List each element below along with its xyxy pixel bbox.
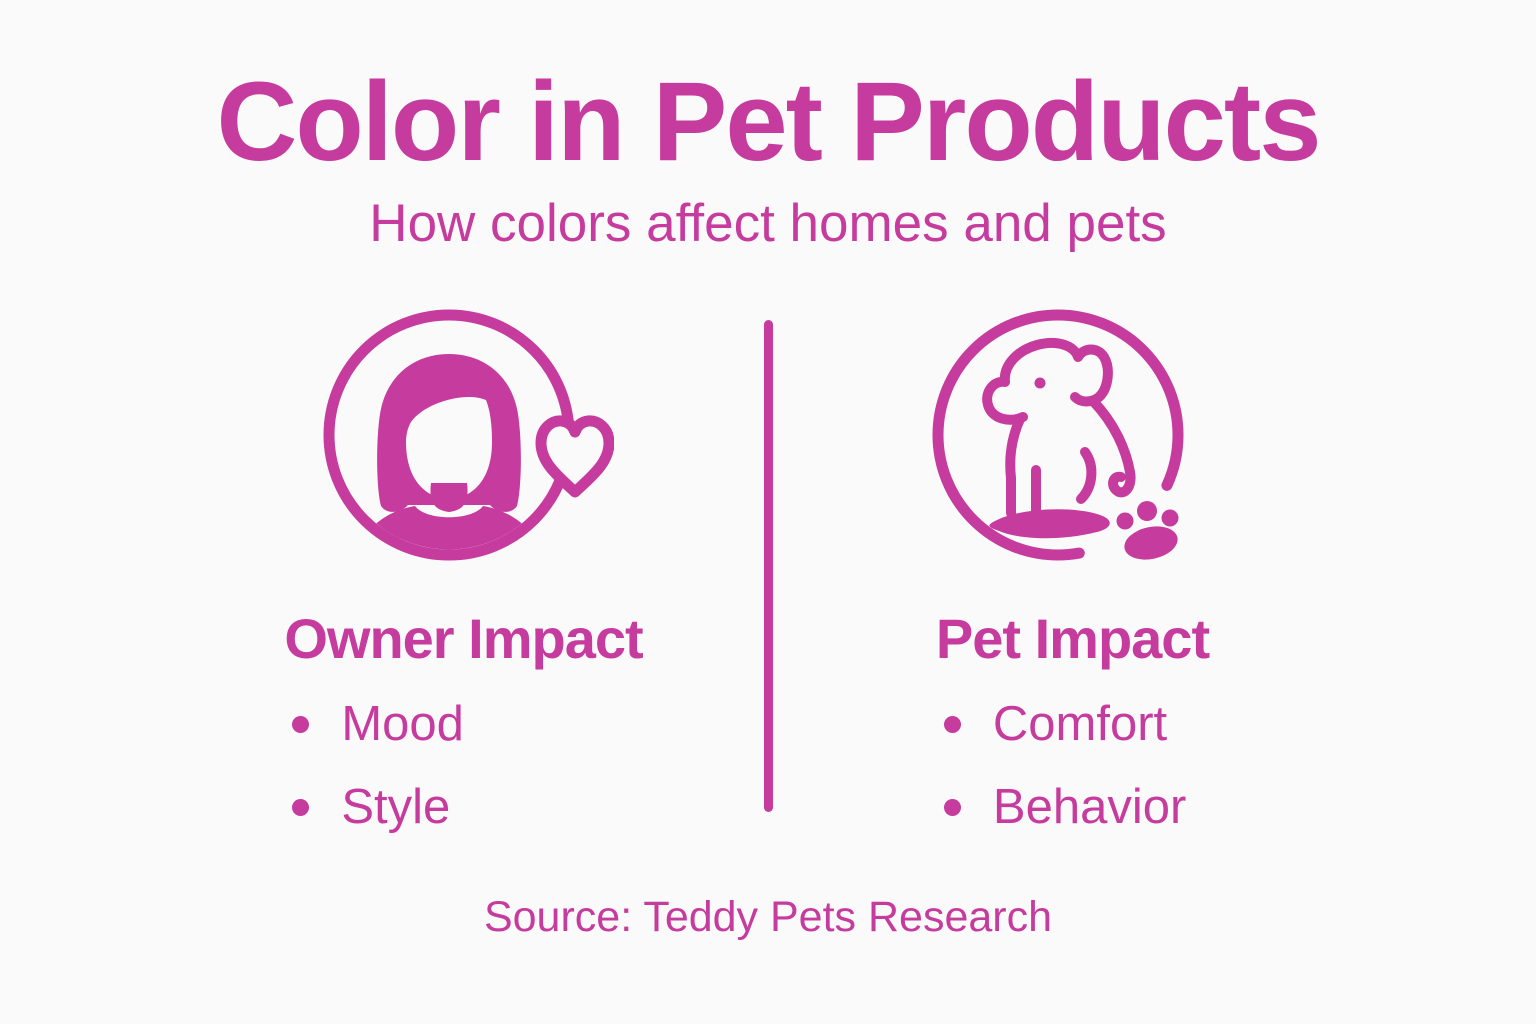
owner-bullet-list: Mood Style xyxy=(284,695,642,837)
vertical-divider xyxy=(763,319,773,812)
owner-icon-wrap xyxy=(164,300,764,570)
pet-impact-heading: Pet Impact xyxy=(935,606,1210,670)
page-subtitle: How colors affect homes and pets xyxy=(369,193,1167,253)
list-item: Mood xyxy=(292,695,642,754)
page-title: Color in Pet Products xyxy=(216,59,1322,184)
content-columns: Owner Impact Mood Style xyxy=(0,300,1536,837)
list-item: Behavior xyxy=(944,778,1209,837)
pet-circle-outline xyxy=(932,309,1183,561)
owner-text-block: Owner Impact Mood Style xyxy=(284,606,643,837)
owner-impact-heading: Owner Impact xyxy=(284,606,643,670)
list-item: Style xyxy=(292,778,642,837)
ground-shape xyxy=(988,509,1110,539)
paw-print-icon xyxy=(1116,500,1178,560)
dog-icon xyxy=(981,337,1136,518)
heart-icon xyxy=(535,415,614,498)
woman-with-heart-icon xyxy=(323,309,614,561)
list-item: Comfort xyxy=(944,695,1209,754)
dog-with-paw-icon xyxy=(932,309,1183,561)
pet-icon-wrap xyxy=(773,300,1373,570)
pet-column: Pet Impact Comfort Behavior xyxy=(773,300,1373,837)
pet-text-block: Pet Impact Comfort Behavior xyxy=(935,606,1210,837)
woman-avatar-icon xyxy=(351,353,546,550)
owner-column: Owner Impact Mood Style xyxy=(164,300,764,837)
source-attribution: Source: Teddy Pets Research xyxy=(483,893,1053,941)
pet-bullet-list: Comfort Behavior xyxy=(936,695,1209,837)
